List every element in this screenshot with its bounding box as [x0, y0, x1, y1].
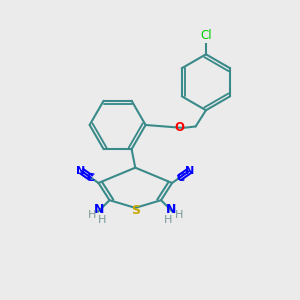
Text: H: H	[175, 210, 183, 220]
Text: O: O	[174, 122, 184, 134]
Text: C: C	[86, 173, 94, 183]
Text: N: N	[185, 166, 194, 176]
Text: S: S	[131, 204, 140, 217]
Text: N: N	[166, 203, 176, 216]
Text: C: C	[176, 173, 184, 183]
Text: Cl: Cl	[200, 29, 212, 42]
Text: H: H	[164, 215, 172, 225]
Text: H: H	[87, 210, 96, 220]
Text: N: N	[76, 166, 85, 176]
Text: H: H	[98, 215, 107, 225]
Text: N: N	[94, 203, 105, 216]
